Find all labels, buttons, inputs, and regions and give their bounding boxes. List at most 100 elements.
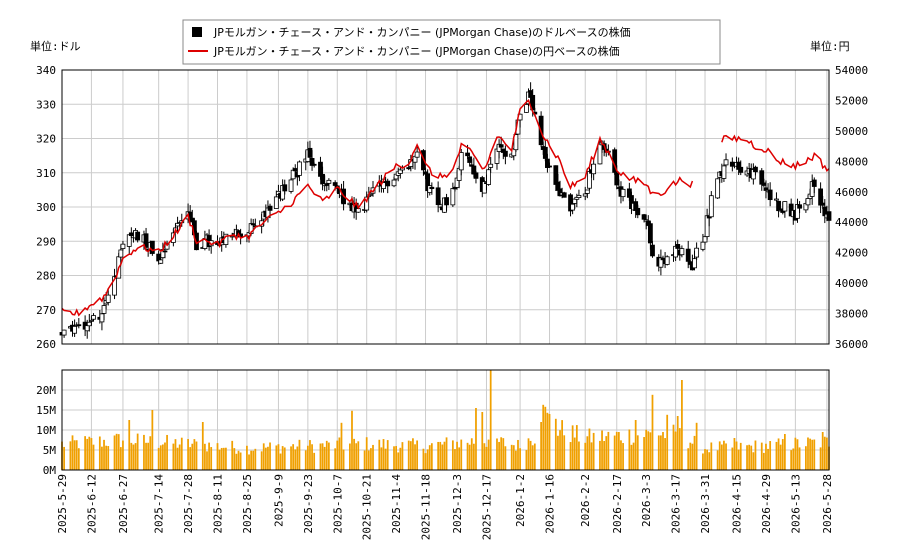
candle-body [444, 197, 449, 206]
volume-bar [363, 450, 366, 470]
candle-body [702, 236, 708, 243]
volume-bar [601, 430, 603, 470]
volume-bar [819, 447, 822, 470]
volume-bar [475, 408, 477, 470]
volume-bar [458, 447, 461, 470]
volume-bar [254, 448, 257, 470]
volume-bar [222, 447, 225, 470]
volume-bar [811, 439, 814, 470]
x-axis-tick-label: 2026-3-17 [670, 474, 683, 534]
candle-body [486, 169, 491, 185]
volume-bar [767, 448, 769, 470]
volume-bar [296, 446, 299, 470]
volume-axis-tick-label: 0M [43, 464, 57, 477]
volume-bar [98, 436, 101, 470]
volume-bar [649, 432, 652, 470]
right-axis-tick-label: 46000 [835, 186, 868, 199]
volume-bar [342, 449, 345, 470]
volume-bar [77, 448, 80, 470]
candle-body [282, 184, 288, 192]
volume-bar [512, 445, 515, 470]
candle-body [723, 159, 729, 166]
candle-body [84, 325, 90, 332]
volume-bar [548, 414, 551, 470]
candle-body [158, 259, 164, 264]
candle-body [782, 201, 788, 212]
volume-bar [563, 435, 566, 470]
volume-bar [826, 437, 828, 470]
volume-bar [487, 439, 490, 470]
candle-body [89, 319, 94, 322]
volume-bar [704, 449, 706, 470]
candle-body [465, 152, 470, 157]
candle-body [135, 231, 141, 241]
candle-body [288, 179, 294, 192]
volume-bar [592, 432, 595, 470]
x-axis-tick-label: 2025-12-3 [451, 474, 464, 534]
volume-bar [674, 431, 677, 470]
volume-bar [603, 440, 606, 470]
volume-bar [180, 437, 183, 470]
volume-bar [69, 441, 72, 470]
volume-bar [569, 442, 572, 470]
candle-body [647, 223, 653, 244]
volume-bar [281, 446, 284, 470]
volume-bar [647, 431, 650, 470]
volume-bar [178, 444, 181, 470]
volume-bar [262, 443, 265, 470]
volume-bar [189, 447, 192, 470]
volume-bar [325, 440, 328, 470]
volume-bar [353, 438, 355, 470]
volume-bar [557, 435, 559, 470]
candle-body [429, 186, 435, 190]
volume-bar [634, 420, 637, 470]
volume-bar [710, 442, 713, 470]
volume-bar [416, 440, 419, 470]
volume-bar [101, 446, 103, 470]
candle-body [391, 179, 397, 187]
volume-bar [319, 443, 322, 470]
volume-bar [246, 445, 248, 470]
volume-bar [220, 447, 223, 470]
volume-bar [422, 448, 425, 470]
candle-body [458, 152, 464, 171]
volume-bar [605, 436, 608, 470]
candle-body [332, 182, 338, 186]
x-axis-tick-label: 2025-10-7 [331, 474, 344, 534]
candle-body [708, 195, 714, 218]
right-axis-tick-label: 48000 [835, 155, 868, 168]
candle-body [311, 163, 317, 166]
volume-bar [323, 446, 326, 470]
legend-label-jpy: JPモルガン・チェース・アンド・カンパニー (JPMorgan Chase)の円… [213, 44, 620, 58]
volume-bar [191, 443, 194, 470]
volume-bar [103, 439, 105, 470]
volume-bar [533, 443, 536, 470]
volume-axis-tick-label: 20M [36, 384, 56, 397]
volume-bar [201, 422, 204, 470]
candle-body [126, 234, 132, 247]
volume-bar [336, 440, 339, 470]
volume-bar [210, 447, 213, 470]
candle-body [414, 151, 420, 158]
candle-body [101, 305, 107, 314]
volume-bar [483, 443, 486, 470]
x-axis-tick-label: 2026-3-31 [699, 474, 712, 534]
x-axis-tick-label: 2026-3-3 [640, 474, 653, 527]
left-axis: 260 270 280 290 300 310 320 330 340 [36, 64, 56, 351]
x-axis-tick-label: 2025-11-4 [390, 474, 403, 534]
volume-bar [586, 436, 589, 470]
volume-bar [489, 370, 492, 470]
volume-bar [502, 438, 505, 470]
volume-bar [367, 450, 370, 470]
legend-box [182, 19, 721, 65]
volume-bar [441, 444, 444, 470]
volume-bar [777, 438, 780, 470]
volume-bar [412, 438, 414, 470]
candle-body [797, 204, 802, 209]
volume-bar [277, 444, 280, 470]
volume-bar [573, 437, 576, 470]
volume-bar [468, 444, 471, 470]
x-axis-tick-label: 2025-9-23 [302, 474, 315, 534]
x-axis-tick-label: 2026-4-29 [760, 474, 773, 534]
volume-bar [157, 447, 160, 470]
